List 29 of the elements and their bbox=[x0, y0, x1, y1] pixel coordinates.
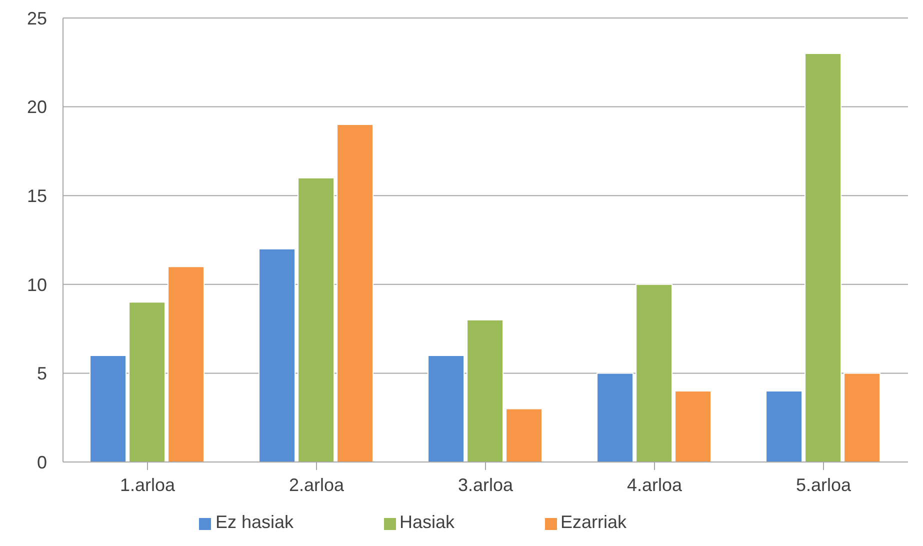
y-tick-label: 5 bbox=[36, 364, 47, 384]
bar bbox=[506, 408, 543, 462]
x-tick-label: 5.arloa bbox=[796, 474, 852, 495]
bar bbox=[766, 390, 803, 462]
y-tick-label: 10 bbox=[26, 274, 47, 295]
bar bbox=[636, 284, 673, 462]
legend-label: Ezarriak bbox=[560, 512, 627, 532]
bar bbox=[336, 124, 374, 462]
y-tick-label: 0 bbox=[36, 452, 47, 472]
bar bbox=[844, 372, 881, 462]
y-tick-label: 15 bbox=[26, 186, 47, 206]
bar bbox=[596, 372, 634, 462]
bar bbox=[428, 354, 465, 462]
bar bbox=[258, 248, 296, 462]
bar bbox=[298, 177, 335, 462]
bar bbox=[466, 319, 504, 462]
x-tick-label: 1.arloa bbox=[120, 474, 176, 495]
x-tick-label: 4.arloa bbox=[626, 474, 684, 495]
bar bbox=[168, 266, 205, 462]
legend-label: Ez hasiak bbox=[215, 512, 294, 532]
bar bbox=[128, 302, 166, 462]
x-tick-label: 2.arloa bbox=[288, 474, 346, 495]
legend-label: Hasiak bbox=[400, 512, 455, 532]
y-tick-label: 25 bbox=[26, 8, 47, 28]
bar bbox=[90, 354, 127, 462]
bar bbox=[674, 390, 712, 462]
x-tick-label: 3.arloa bbox=[458, 474, 514, 495]
bar bbox=[804, 53, 842, 462]
y-tick-label: 20 bbox=[26, 97, 47, 118]
